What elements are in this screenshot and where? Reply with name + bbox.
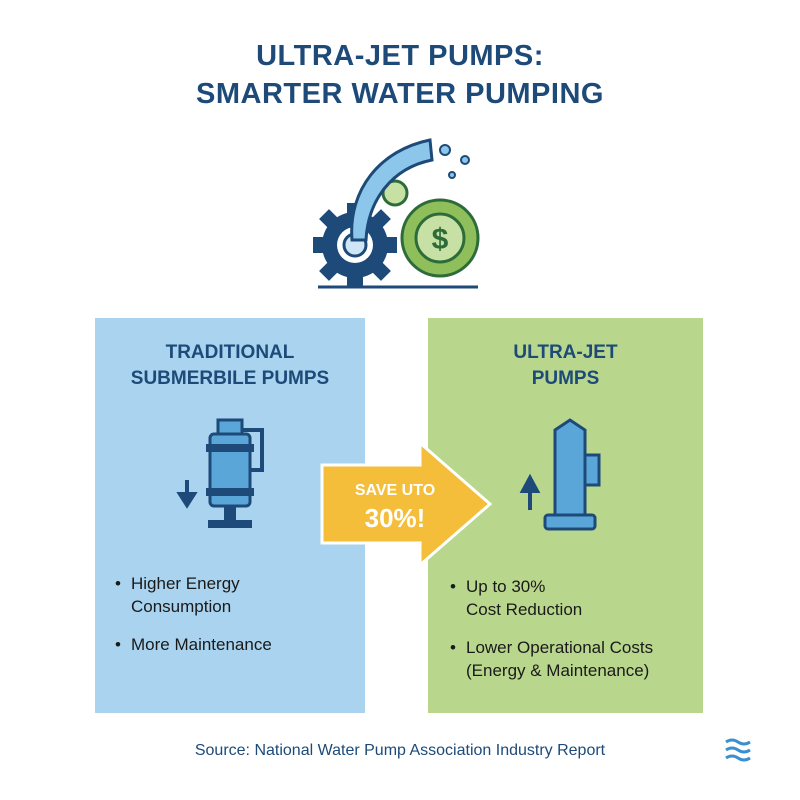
ultra-jet-pump-icon [519,418,601,531]
left-title-line: SUBMERBILE PUMPS [130,368,330,389]
save-arrow [320,439,493,569]
bullet-line: Lower Operational Costs [466,638,654,657]
right-title: ULTRA-JET PUMPS [428,340,703,392]
bullet-line: More Maintenance [131,635,272,654]
bullet: • Lower Operational Costs (Energy & Mainte… [450,636,654,682]
wave-logo [725,738,751,762]
bullet-line: Up to 30% [466,577,546,596]
left-title-line: TRADITIONAL [165,342,295,363]
bullet: • Higher Energy Consumption [115,572,240,618]
right-title-line: PUMPS [531,368,600,389]
left-title: TRADITIONAL SUBMERBILE PUMPS [95,340,365,392]
svg-text:$: $ [432,223,449,256]
source: Source: National Water Pump Association … [194,742,606,759]
bullet-dot: • [450,638,456,657]
arrow-label: SAVE UTO [354,482,436,499]
bullet: • More Maintenance [115,633,272,656]
bullet-dot: • [115,635,121,654]
bullet-line: Consumption [131,597,232,616]
title-line: SMARTER WATER PUMPING [196,78,604,110]
bullet-line: (Energy & Maintenance) [466,661,650,680]
bullet-line: Higher Energy [131,574,240,593]
bullet-dot: • [450,577,456,596]
bullet: • Up to 30% Cost Reduction [450,575,583,621]
traditional-pump-icon [176,418,264,528]
right-title-line: ULTRA-JET [513,342,618,363]
bullet-dot: • [115,574,121,593]
arrow-label: 30%! [364,503,426,533]
hero-icon: $ [313,138,480,289]
title-line: ULTRA-JET PUMPS: [256,40,544,72]
bullet-line: Cost Reduction [466,600,583,619]
